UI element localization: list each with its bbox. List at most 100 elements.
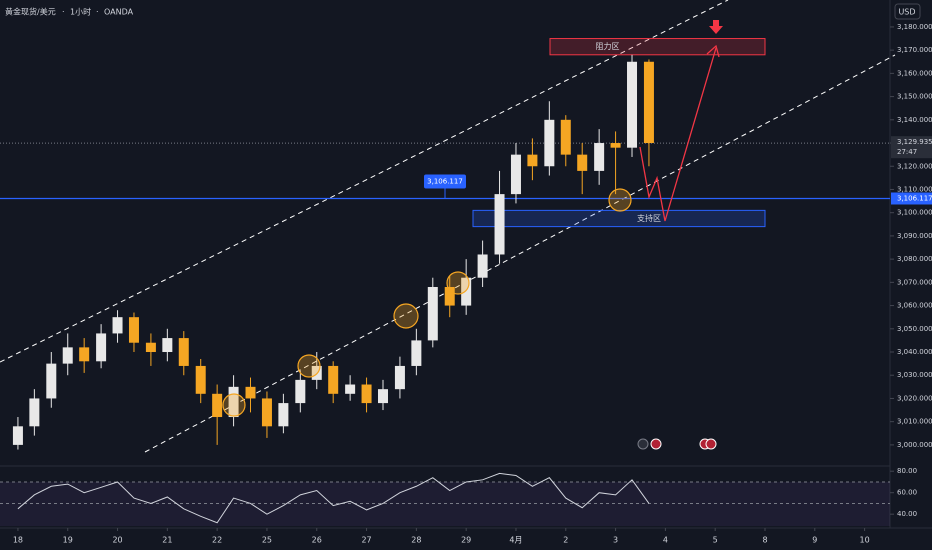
x-tick-label: 20 [112,536,122,545]
candle-body [510,154,521,195]
channel-lower [144,54,896,453]
y-tick-label: 3,160.000 [897,69,932,77]
candle-body [112,317,123,334]
currency: USD [898,8,915,17]
candle-body [427,286,438,341]
level-badge [424,174,466,189]
x-tick-label: 29 [461,536,471,545]
level-axis-badge [891,192,932,205]
y-tick-label: 3,010.000 [897,418,932,426]
candle-body [29,398,40,427]
rsi-tick-label: 80.00 [897,467,917,475]
rsi-band [0,481,890,526]
level-axis-label: 3,106.117 [897,194,932,202]
candle-body [560,119,571,155]
highlights [222,188,632,417]
x-tick-label: 27 [361,536,371,545]
x-tick-label: 8 [762,536,767,545]
arrow-head [706,44,720,58]
event-icon [705,438,717,450]
event-icon [637,438,649,450]
zone-label: 支持区 [637,213,661,223]
zone-label: 阻力区 [596,41,620,51]
y-tick-label: 3,060.000 [897,302,932,310]
candle-body [328,365,339,394]
candle-body [178,338,189,366]
currency-box[interactable] [894,3,921,20]
candle-body [643,61,654,144]
x-tick-label: 19 [63,536,73,545]
rsi-line [17,472,650,524]
down-arrow-icon [709,20,723,34]
candle-body [145,342,156,353]
y-tick-label: 3,140.000 [897,116,932,124]
candle-body [62,347,73,364]
x-tick-label: 21 [162,536,172,545]
candle-body [345,384,356,394]
x-tick-label: 18 [13,536,23,545]
highlight-circle [608,188,632,212]
x-tick-label: 9 [812,536,817,545]
zone [472,209,766,228]
candle-body [627,61,638,148]
x-tick-label: 28 [411,536,421,545]
y-tick-label: 3,000.000 [897,441,932,449]
candle-body [461,277,472,306]
y-tick-label: 3,030.000 [897,371,932,379]
candle-body [228,386,239,418]
x-tick-label: 10 [860,536,870,545]
y-tick-label: 3,020.000 [897,394,932,402]
last-price-badge [891,136,932,159]
y-tick-label: 3,090.000 [897,232,932,240]
event-icon [650,438,662,450]
source: OANDA [104,8,134,17]
interval: 1小时 [70,7,91,17]
candle-body [162,338,173,353]
level-badge-label: 3,106.117 [427,177,463,185]
y-tick-label: 3,170.000 [897,46,932,54]
countdown: 27:47 [897,148,917,156]
y-tick-label: 3,110.000 [897,185,932,193]
separator-dot: · [96,8,99,17]
x-tick-label: 3 [613,536,618,545]
y-tick-label: 3,180.000 [897,23,932,31]
x-tick-label: 22 [212,536,222,545]
x-tick-label: 2 [563,536,568,545]
candle-body [394,365,405,390]
candle-body [494,194,505,255]
candle-body [295,379,306,404]
candle-body [278,403,289,427]
x-tick-label: 4月 [509,536,522,545]
y-tick-label: 3,100.000 [897,209,932,217]
candle-body [477,254,488,278]
candle-body [245,386,256,399]
candle-body [544,119,555,167]
candle-body [444,286,455,306]
x-tick-label: 26 [312,536,322,545]
candle-body [377,389,388,404]
candle-body [577,154,588,171]
highlight-circle [393,303,419,329]
candle-body [79,347,90,362]
symbol-title: 黄金现货/美元 [5,7,56,17]
x-tick-label: 25 [262,536,272,545]
candle-body [96,333,107,362]
x-tick-label: 4 [663,536,668,545]
candle-body [195,365,206,394]
separator-dot: · [62,8,65,17]
y-tick-label: 3,070.000 [897,278,932,286]
projection-arrow [639,47,717,222]
highlight-circle [446,271,470,295]
candle-body [594,143,605,171]
last-price-label: 3,129.935 [897,138,932,146]
candle-body [311,365,322,380]
candle-body [212,393,223,418]
candle-body [46,363,57,399]
candle-body [128,317,139,343]
y-tick-label: 3,050.000 [897,325,932,333]
y-tick-label: 3,120.000 [897,162,932,170]
channel-upper [0,0,729,363]
candle-body [527,154,538,167]
candle-body [411,340,422,366]
